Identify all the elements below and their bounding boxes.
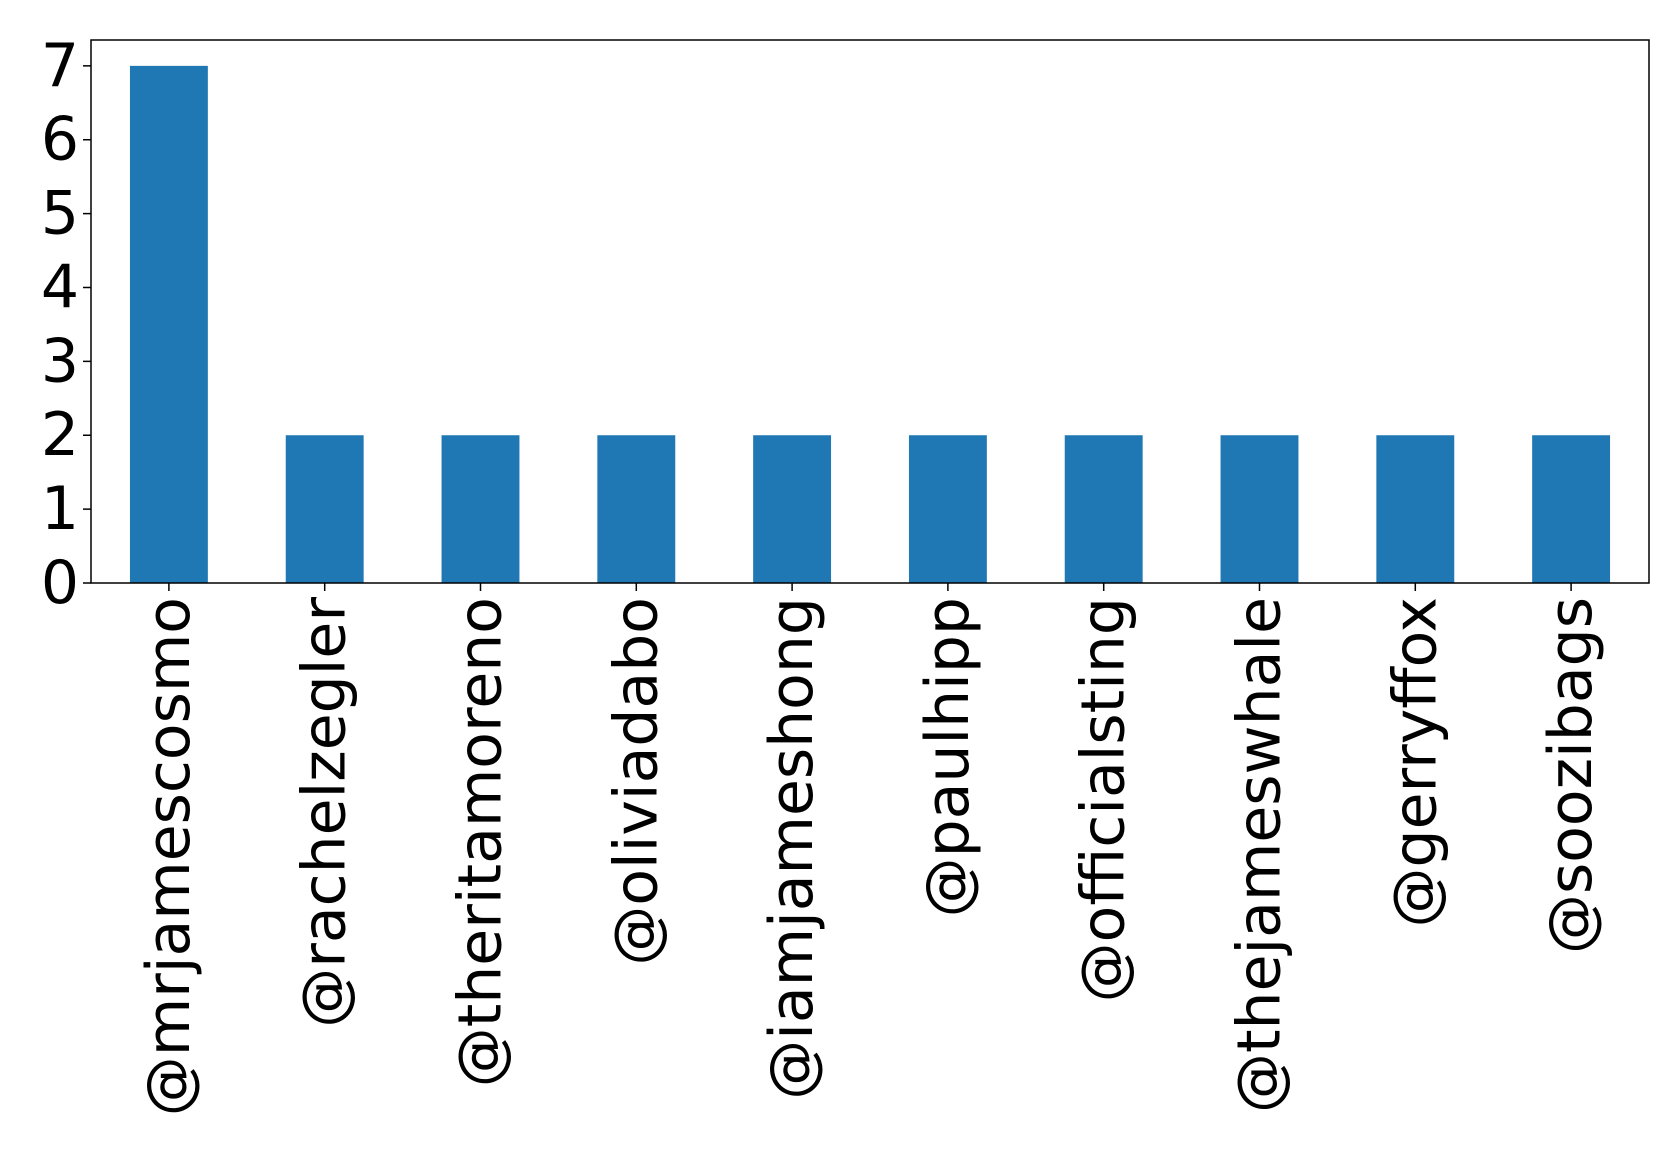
bar (753, 435, 832, 583)
y-tick-label: 3 (41, 326, 79, 396)
y-tick-label: 6 (41, 105, 79, 175)
y-tick-label: 2 (41, 400, 79, 470)
x-tick-label: @mrjamescosmo (134, 597, 204, 1116)
x-tick-label: @gerryffox (1380, 597, 1450, 928)
y-tick-label: 0 (41, 548, 79, 618)
y-tick-label: 7 (41, 31, 79, 101)
x-tick-label: @iamjameshong (757, 597, 827, 1100)
bar (285, 435, 364, 583)
bar (908, 435, 987, 583)
x-tick-label: @soozibags (1536, 597, 1606, 954)
x-tick-label: @officialsting (1069, 597, 1139, 1002)
bar (1064, 435, 1143, 583)
plot-area-frame (90, 39, 1650, 584)
bar (597, 435, 676, 583)
y-tick-label: 4 (41, 252, 79, 322)
x-tick-label: @oliviadabo (601, 597, 671, 966)
bar (1532, 435, 1611, 583)
bar (1376, 435, 1455, 583)
y-tick-label: 1 (41, 474, 79, 544)
x-tick-label: @thejameswhale (1225, 597, 1295, 1113)
bar (441, 435, 520, 583)
x-axis: @mrjamescosmo @rachelzegler @theritamoreno… (134, 583, 1606, 1116)
bar (129, 65, 208, 584)
x-tick-label: @paulhipp (913, 597, 983, 917)
y-tick-label: 5 (41, 179, 79, 249)
bar (1220, 435, 1299, 583)
x-tick-label: @rachelzegler (290, 597, 360, 1028)
x-tick-label: @theritamoreno (446, 597, 516, 1087)
bars-group (129, 65, 1611, 584)
